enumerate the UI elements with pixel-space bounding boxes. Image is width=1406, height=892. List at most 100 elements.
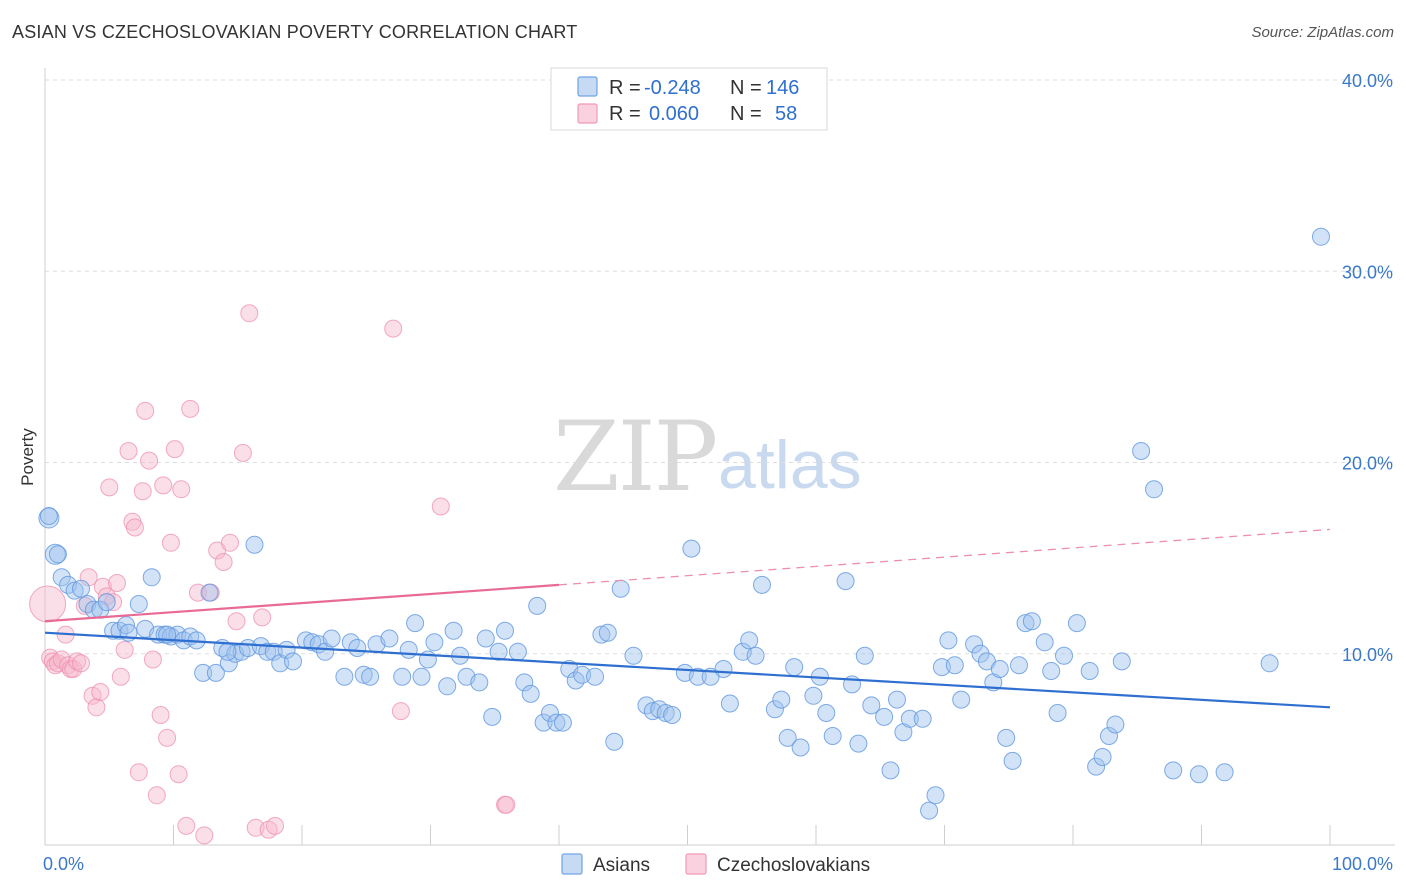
asians-point [1010, 656, 1028, 675]
axes [44, 68, 1395, 846]
asians-point [1106, 715, 1125, 734]
source-credit: Source: ZipAtlas.com [1251, 24, 1394, 41]
czechoslovakians-point [169, 765, 188, 784]
legend-n-label-asians: N = [730, 77, 762, 99]
asians-point [1164, 761, 1183, 780]
asians-point [1189, 765, 1208, 784]
czechoslovakians-point [214, 553, 233, 571]
asians-point [48, 545, 67, 564]
asians-point [598, 623, 617, 642]
asians-point [1003, 751, 1022, 770]
asians-point [663, 706, 682, 724]
asians-point [1312, 227, 1330, 246]
asians-point [862, 696, 881, 715]
asians-point [586, 667, 604, 686]
asians-point [142, 568, 161, 587]
czechoslovakians-point [87, 698, 106, 717]
asians-point [258, 642, 277, 661]
czechoslovakians-point [497, 795, 516, 814]
asians-point [656, 704, 675, 722]
czechoslovakians-point [177, 816, 196, 835]
asians-point [1260, 654, 1279, 673]
legend-n-asians: 146 [766, 77, 799, 99]
asians-point [1016, 614, 1035, 633]
asians-point [39, 507, 58, 525]
asians-point [425, 633, 444, 652]
y-tick-label: 30.0% [1342, 262, 1393, 282]
asians-point [1087, 757, 1106, 776]
czechoslovakians-point [143, 650, 162, 669]
asians-point [1035, 633, 1054, 652]
asians-point [682, 539, 701, 558]
asians-point [823, 727, 842, 745]
asians-point [335, 667, 354, 686]
asians-point [1112, 652, 1131, 671]
asians-point [888, 690, 906, 709]
asians-point [804, 686, 823, 705]
asians-point [444, 621, 463, 640]
asians-point [284, 652, 302, 671]
asians-point [200, 583, 219, 602]
czechoslovakians-point [384, 319, 403, 338]
legend-r-asians: -0.248 [644, 77, 701, 99]
czechoslovakians-point [108, 574, 126, 592]
watermark: ZIP atlas [553, 401, 862, 513]
asians-point [541, 704, 559, 722]
asians-point [965, 635, 984, 654]
asians-point [605, 732, 624, 751]
asians-point [1215, 763, 1234, 782]
czechoslovakians-point [100, 478, 119, 497]
asians-point [508, 642, 527, 661]
asians-point [1055, 646, 1073, 665]
asians-point [489, 642, 508, 661]
asians-point [361, 667, 380, 686]
asians-point [688, 667, 707, 686]
asians-point [206, 663, 225, 682]
czechoslovakians-point [133, 482, 152, 501]
legend-n-czechoslovakians: 58 [775, 103, 797, 125]
czechoslovakians-point [253, 608, 272, 627]
asians-point [1080, 662, 1099, 680]
asians-point [817, 704, 836, 722]
asians-point [399, 640, 418, 659]
asians-point [1145, 480, 1163, 499]
asians-point [900, 709, 919, 728]
y-tick-label: 20.0% [1342, 454, 1393, 474]
czechoslovakians-point [140, 451, 159, 470]
asians-point [393, 667, 412, 686]
legend-swatch-asians [577, 76, 598, 97]
asians-point [547, 713, 566, 732]
asians-point [496, 621, 514, 640]
asians-point [245, 535, 264, 554]
asians-trend-line [44, 631, 1331, 709]
asians-point [218, 642, 237, 661]
czechoslovakians-point [240, 304, 259, 323]
asians-point [997, 728, 1016, 747]
gridlines [45, 79, 1395, 655]
bottom-legend-swatch-czechoslovakians [685, 853, 707, 875]
asians-point [470, 673, 489, 692]
asians-point [515, 673, 534, 692]
asians-point [920, 801, 939, 820]
czechoslovakians-trend-extension [558, 528, 1331, 586]
y-tick-labels: 10.0% 20.0% 30.0% 40.0% [1342, 71, 1393, 665]
legend-r-label-czechoslovakians: R = [609, 103, 641, 125]
asians-point [406, 614, 425, 633]
czechoslovakians-point [72, 654, 90, 673]
asians-point [412, 667, 431, 686]
asians-point [303, 633, 322, 652]
asians-point [1067, 614, 1086, 633]
asians-point [380, 629, 399, 648]
legend-r-czechoslovakians: 0.060 [649, 103, 699, 125]
trend-lines [44, 528, 1331, 709]
czechoslovakians-point [165, 440, 184, 459]
asians-point [1132, 442, 1151, 460]
asians-point [926, 786, 945, 805]
asians-point [881, 761, 900, 780]
czechoslovakians-point [227, 612, 246, 631]
asians-point [521, 684, 540, 703]
asians-point [354, 665, 373, 684]
legend-swatch-czechoslovakians [577, 103, 598, 124]
asians-point [753, 575, 771, 594]
